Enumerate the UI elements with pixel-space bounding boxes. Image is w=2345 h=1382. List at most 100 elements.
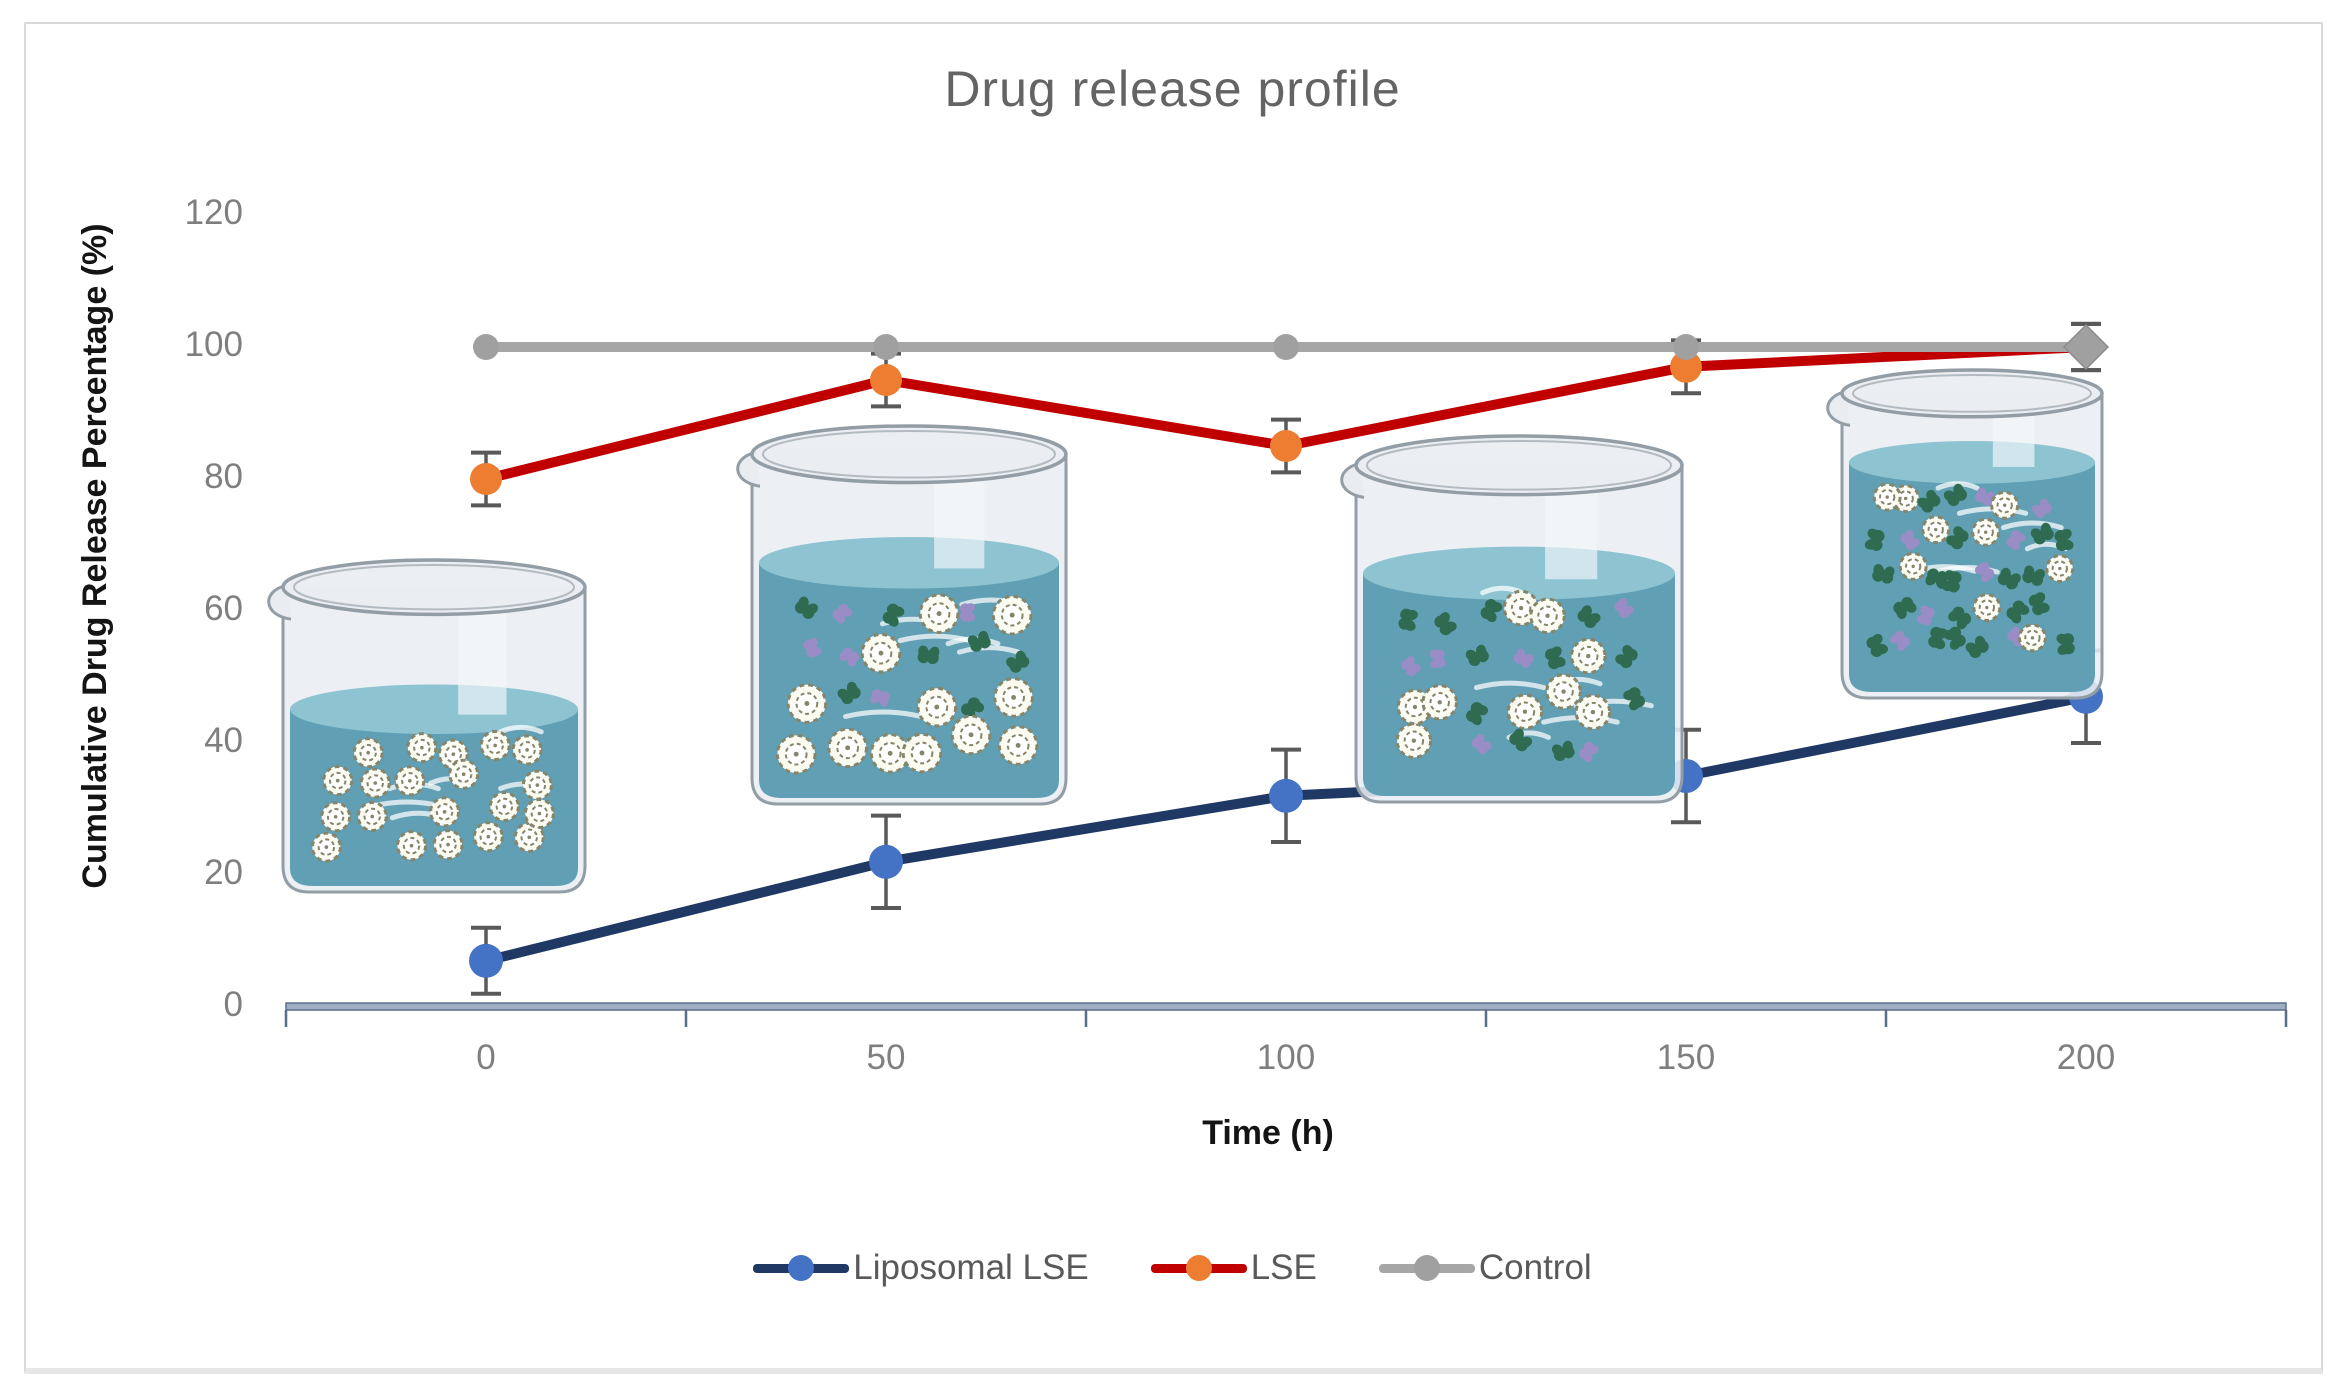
drug-molecule-icon	[917, 645, 940, 665]
water-highlight	[1935, 481, 1980, 491]
water-highlight	[498, 724, 544, 735]
data-point-marker	[1273, 334, 1299, 360]
x-tick-label: 0	[476, 1038, 496, 1077]
beaker-rim	[1840, 368, 2104, 419]
liposome-icon	[1545, 673, 1582, 710]
drug-molecule-icon	[1943, 626, 1966, 650]
drug-molecule-icon	[2028, 592, 2050, 616]
liposome-icon	[1506, 693, 1544, 730]
x-tick-label: 50	[866, 1038, 906, 1077]
drug-molecule-icon	[2056, 633, 2075, 655]
drug-molecule-icon	[1943, 483, 1967, 506]
liposome-icon	[352, 737, 384, 769]
drug-molecule-icon	[1942, 570, 1962, 593]
excipient-molecule-icon	[1401, 656, 1421, 677]
liposome-icon	[950, 714, 992, 756]
x-axis-title: Time (h)	[1202, 1114, 1334, 1152]
beaker-time-50	[736, 424, 1068, 806]
drug-molecule-icon	[1866, 633, 1888, 657]
liposome-icon	[1990, 490, 2020, 520]
liposome-icon	[1972, 593, 2002, 623]
liposome-icon	[1921, 515, 1951, 545]
legend-label: Liposomal LSE	[853, 1248, 1089, 1287]
excipient-molecule-icon	[803, 637, 822, 658]
liposome-icon	[916, 686, 958, 728]
data-point-marker	[1269, 778, 1303, 813]
drug-molecule-icon	[1872, 564, 1895, 584]
liposome-icon	[322, 765, 354, 797]
drug-molecule-icon	[967, 630, 991, 652]
legend-item-control: Control	[1378, 1248, 1592, 1288]
liposome-icon	[523, 797, 555, 830]
liposome-icon	[1421, 684, 1458, 721]
drug-molecule-icon	[2022, 565, 2045, 586]
liposome-icon	[394, 765, 426, 797]
figure-border	[24, 22, 2323, 1374]
drug-molecule-icon	[1466, 702, 1488, 726]
data-point-marker	[1670, 350, 1702, 383]
liposome-icon	[2017, 623, 2047, 653]
glass-highlight	[458, 598, 507, 715]
liposome-icon	[1898, 551, 1928, 581]
liposome-icon	[991, 594, 1033, 636]
control-line-marker-icon	[1378, 1251, 1475, 1285]
excipient-molecule-icon	[832, 603, 853, 624]
data-point-marker	[869, 844, 903, 879]
legend-label: LSE	[1250, 1248, 1317, 1287]
drug-molecule-icon	[2054, 529, 2074, 551]
excipient-molecule-icon	[1900, 530, 1920, 551]
drug-molecule-icon	[837, 681, 861, 705]
liposome-icon	[406, 732, 438, 764]
liposome-icon	[827, 727, 868, 769]
data-point-marker	[473, 334, 499, 360]
excipient-molecule-icon	[2031, 498, 2052, 518]
drug-molecule-icon	[1006, 650, 1030, 673]
water-highlight	[2001, 520, 2064, 531]
excipient-molecule-icon	[1471, 734, 1492, 755]
legend: Liposomal LSE LSE Control	[0, 1248, 2345, 1288]
beaker-rim	[750, 424, 1068, 485]
excipient-molecule-icon	[870, 689, 890, 707]
drug-molecule-icon	[961, 697, 985, 721]
drug-molecule-icon	[1965, 635, 1989, 658]
drug-molecule-icon	[1545, 646, 1566, 670]
end-diamond-marker	[2062, 323, 2110, 371]
liposome-icon	[395, 830, 428, 862]
drug-molecule-icon	[1577, 605, 1601, 628]
x-tick-label: 100	[1256, 1038, 1316, 1077]
data-point-marker	[870, 364, 902, 396]
liposome-icon	[359, 767, 391, 799]
liposome-icon	[448, 758, 480, 790]
liposome-icon	[2045, 554, 2075, 584]
liposome-icon	[1529, 597, 1566, 635]
drug-molecule-icon	[1925, 568, 1949, 589]
liposome-icon	[918, 593, 960, 634]
chart-title: Drug release profile	[944, 61, 1401, 117]
drug-molecule-icon	[2030, 522, 2054, 545]
drug-molecule-icon	[1615, 645, 1638, 669]
drug-molecule-icon	[1509, 728, 1533, 752]
y-tick-label: 80	[204, 457, 243, 496]
water-highlight	[1473, 680, 1547, 691]
x-tick-label: 200	[2056, 1038, 2116, 1077]
x-tick-label: 150	[1656, 1038, 1716, 1077]
drug-molecule-icon	[794, 596, 818, 619]
liposome-icon	[860, 632, 902, 674]
drug-molecule-icon	[1917, 489, 1941, 513]
water-highlight	[843, 709, 924, 719]
y-tick-label: 100	[184, 325, 243, 364]
liposome-icon	[1574, 693, 1612, 731]
liposomal-lse-line-marker-icon	[753, 1251, 850, 1285]
drug-molecule-icon	[1623, 687, 1646, 711]
legend-label: Control	[1478, 1248, 1592, 1287]
y-tick-label: 60	[204, 589, 243, 628]
excipient-molecule-icon	[1614, 598, 1634, 618]
drug-molecule-icon	[1398, 608, 1418, 631]
data-point-marker	[470, 463, 502, 495]
beaker-rim-inner	[762, 430, 1056, 479]
excipient-molecule-icon	[2006, 530, 2026, 551]
drug-molecule-icon	[1893, 597, 1917, 619]
liquid-surface	[759, 537, 1059, 589]
excipient-molecule-icon	[1429, 649, 1446, 669]
